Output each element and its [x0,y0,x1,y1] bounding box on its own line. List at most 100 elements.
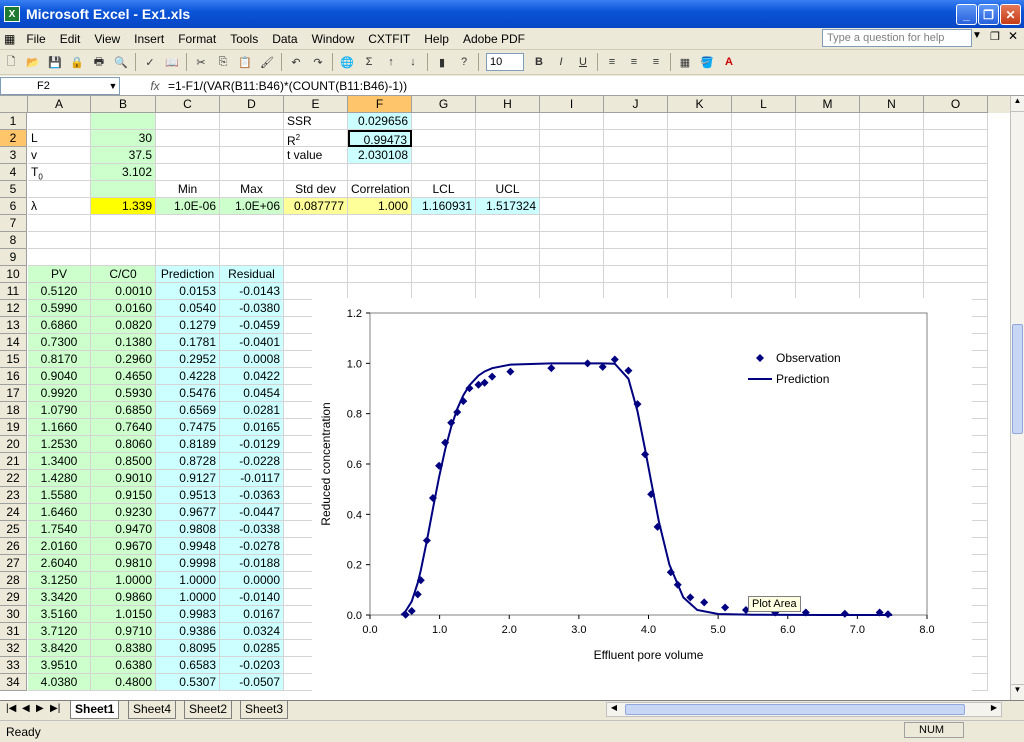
empty-cell[interactable] [540,181,604,198]
table-cell[interactable]: 0.9710 [91,623,156,640]
font-size-select[interactable]: 10 [486,53,524,71]
table-cell[interactable]: 1.0000 [91,572,156,589]
empty-cell[interactable] [220,130,284,147]
fill-color-icon[interactable]: 🪣 [700,56,714,69]
empty-cell[interactable] [796,130,860,147]
empty-cell[interactable] [220,215,284,232]
table-cell[interactable]: 0.7475 [156,419,220,436]
empty-cell[interactable] [796,113,860,130]
table-cell[interactable]: 0.5120 [28,283,91,300]
row-header-22[interactable]: 22 [0,470,27,487]
cell-b6-lambda[interactable]: 1.339 [91,198,156,215]
row-header-17[interactable]: 17 [0,385,27,402]
empty-cell[interactable] [796,266,860,283]
last-sheet-icon[interactable]: ▶| [50,703,61,714]
tab-sheet1[interactable]: Sheet1 [70,701,120,719]
empty-cell[interactable] [28,181,91,198]
empty-cell[interactable] [348,215,412,232]
empty-cell[interactable] [604,164,668,181]
table-cell[interactable]: 1.0790 [28,402,91,419]
bounds-header-5[interactable]: UCL [476,181,540,198]
table-cell[interactable]: 0.1380 [91,334,156,351]
research-icon[interactable]: 📖 [165,56,179,69]
table-cell[interactable]: 0.8189 [156,436,220,453]
column-header-b[interactable]: B [91,96,156,113]
empty-cell[interactable] [732,130,796,147]
empty-cell[interactable] [668,232,732,249]
bounds-value-2[interactable]: 0.087777 [284,198,348,215]
bounds-header-0[interactable]: Min [156,181,220,198]
cell-b2-L[interactable]: 30 [91,130,156,147]
align-right-icon[interactable]: ≡ [652,56,660,68]
empty-cell[interactable] [732,147,796,164]
menu-help[interactable]: Help [424,31,449,46]
empty-cell[interactable] [604,266,668,283]
undo-icon[interactable]: ↶ [291,56,301,69]
column-header-f[interactable]: F [348,96,412,113]
empty-cell[interactable] [860,181,924,198]
scroll-up-icon[interactable]: ▲ [1011,96,1024,112]
first-sheet-icon[interactable]: |◀ [6,703,17,714]
empty-cell[interactable] [284,266,348,283]
empty-cell[interactable] [796,147,860,164]
empty-cell[interactable] [412,130,476,147]
table-cell[interactable]: 0.1781 [156,334,220,351]
empty-cell[interactable] [732,164,796,181]
table-cell[interactable]: 0.9920 [28,385,91,402]
empty-cell[interactable] [604,181,668,198]
empty-cell[interactable] [540,266,604,283]
sort-ascending-icon[interactable]: ↑ [388,56,394,68]
cell-b3-v[interactable]: 37.5 [91,147,156,164]
row-header-28[interactable]: 28 [0,572,27,589]
empty-cell[interactable] [924,249,988,266]
empty-cell[interactable] [284,215,348,232]
table-cell[interactable]: 1.2530 [28,436,91,453]
cell-a2-label[interactable]: L [28,130,91,147]
table-cell[interactable]: 0.8728 [156,453,220,470]
bounds-value-1[interactable]: 1.0E+06 [220,198,284,215]
empty-cell[interactable] [28,249,91,266]
table-cell[interactable]: 1.0000 [156,589,220,606]
table-header-2[interactable]: Prediction [156,266,220,283]
empty-cell[interactable] [668,266,732,283]
empty-cell[interactable] [412,249,476,266]
empty-cell[interactable] [604,130,668,147]
empty-cell[interactable] [668,215,732,232]
cell-e1-ssr-label[interactable]: SSR [284,113,348,130]
table-cell[interactable]: 0.9670 [91,538,156,555]
menu-file[interactable]: File [26,31,46,46]
table-cell[interactable]: 0.1279 [156,317,220,334]
table-header-3[interactable]: Residual [220,266,284,283]
empty-cell[interactable] [732,198,796,215]
table-cell[interactable]: 0.2960 [91,351,156,368]
empty-cell[interactable] [476,215,540,232]
table-cell[interactable]: 0.9998 [156,555,220,572]
empty-cell[interactable] [284,232,348,249]
row-header-30[interactable]: 30 [0,606,27,623]
empty-cell[interactable] [412,232,476,249]
row-header-7[interactable]: 7 [0,215,27,232]
column-header-i[interactable]: I [540,96,604,113]
table-cell[interactable]: 0.9230 [91,504,156,521]
empty-cell[interactable] [668,130,732,147]
table-cell[interactable]: -0.0447 [220,504,284,521]
empty-cell[interactable] [476,249,540,266]
table-cell[interactable]: 0.4800 [91,674,156,691]
table-cell[interactable]: 0.9513 [156,487,220,504]
table-cell[interactable]: 3.5160 [28,606,91,623]
empty-cell[interactable] [28,232,91,249]
table-cell[interactable]: 0.9127 [156,470,220,487]
column-header-n[interactable]: N [860,96,924,113]
table-cell[interactable]: 0.9470 [91,521,156,538]
column-header-e[interactable]: E [284,96,348,113]
row-header-15[interactable]: 15 [0,351,27,368]
empty-cell[interactable] [476,147,540,164]
chart-wizard-icon[interactable]: ▮ [438,56,446,69]
empty-cell[interactable] [796,198,860,215]
horizontal-scroll-thumb[interactable] [625,704,965,715]
align-center-icon[interactable]: ≡ [630,56,638,68]
table-cell[interactable]: 0.0000 [220,572,284,589]
empty-cell[interactable] [924,232,988,249]
menu-view[interactable]: View [94,31,121,46]
row-header-8[interactable]: 8 [0,232,27,249]
